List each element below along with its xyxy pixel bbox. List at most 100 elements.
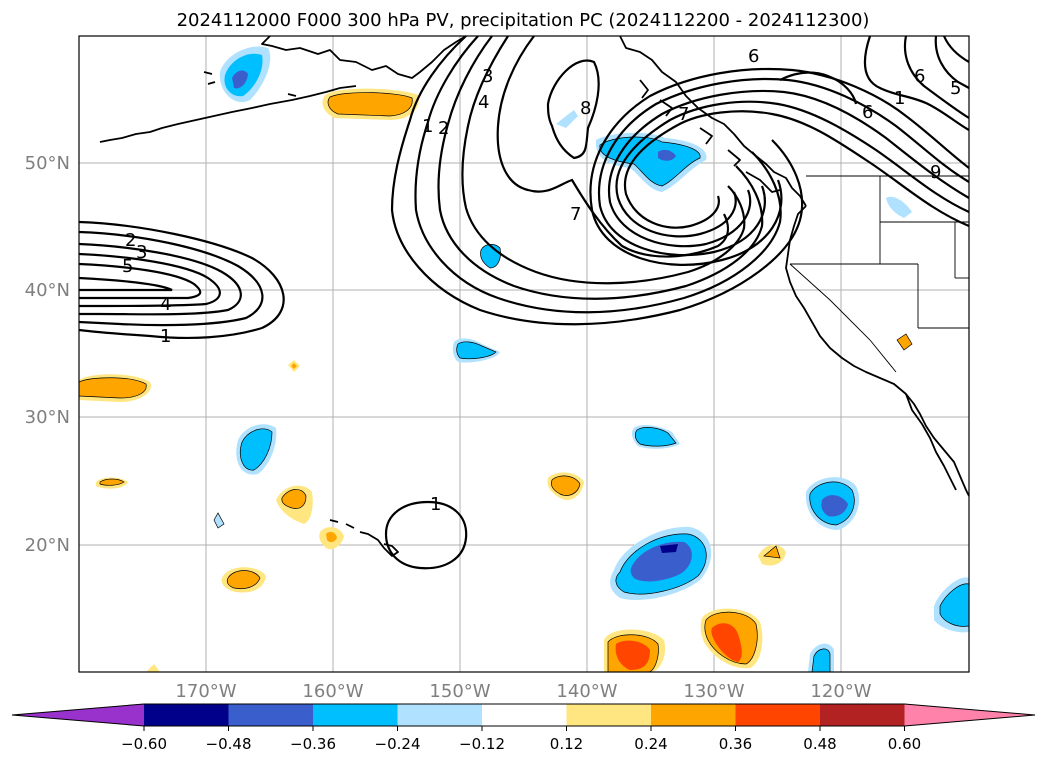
contour-label: 3 [482,66,493,87]
contour-label: 9 [930,162,941,183]
map-frame [78,35,970,673]
colorbar-label: −0.12 [459,735,505,753]
precip-shading [78,46,970,673]
pv-contour [78,262,202,300]
precip-positive-area [326,531,337,543]
lon-label: 160°W [302,681,363,702]
pv-contour [589,67,970,266]
colorbar-extension-low [12,704,144,726]
contour-label: 4 [478,92,489,113]
lon-label: 170°W [175,681,236,702]
pv-contour [78,220,285,339]
contour-labels: 2 3 5 4 1 1 2 4 3 8 7 6 7 6 6 9 1 5 1 [122,46,961,515]
pv-contour [78,242,242,316]
colorbar-segment [397,704,482,726]
contour-label: 3 [136,242,147,263]
contour-label: 6 [862,102,873,123]
colorbar-segment [566,704,651,726]
lon-label: 140°W [556,681,617,702]
contour-label: 8 [580,98,591,119]
map-area [79,36,969,672]
precip-positive-area [896,333,913,351]
colorbar: −0.60 −0.48 −0.36 −0.24 −0.12 0.12 0.24 … [11,703,1036,753]
precip-negative-area [660,544,678,553]
coastline-alaska [261,35,467,79]
pv-contour [615,100,970,238]
colorbar-label: 0.24 [634,735,667,753]
contour-label: 6 [748,46,759,67]
colorbar-segment [313,704,398,726]
precip-negative-area [456,341,497,360]
precip-negative-area [634,427,677,447]
precip-positive-area [551,475,581,496]
gridlines [79,36,969,672]
colorbar-extension-high [904,704,1035,726]
pv-contour [390,35,804,326]
precip-negative-area [886,196,912,218]
contour-label: 1 [160,326,171,347]
pv-contour [437,35,764,300]
precip-negative-area [232,70,248,89]
pv-contour [934,35,970,89]
precip-positive-area [327,92,413,117]
lon-axis-labels: 170°W 160°W 150°W 140°W 130°W 120°W [175,681,871,702]
pv-contours [78,35,970,570]
lat-label: 20°N [25,535,70,556]
contour-label: 2 [125,230,136,251]
precip-positive-area [711,623,742,662]
pv-contour [414,35,782,314]
contour-label: 1 [894,88,905,109]
pv-contour [78,276,173,292]
colorbar-label: 0.48 [803,735,836,753]
precip-negative-area [240,428,273,471]
precip-positive-area [763,545,781,559]
colorbar-segment [144,704,229,726]
precip-positive-area [291,363,297,369]
pv-contour [903,35,970,119]
pv-contour [496,35,730,258]
lat-label: 50°N [25,153,70,174]
colorbar-ticks [143,726,905,731]
pv-contour [597,77,970,257]
precip-negative-area [811,648,831,673]
contour-label: 5 [122,256,133,277]
lat-label: 30°N [25,407,70,428]
pv-contour [546,59,600,160]
pv-contour [607,89,970,248]
precip-negative-area [658,149,676,161]
coastline-aleutians [99,85,357,143]
contour-label: 6 [914,66,925,87]
colorbar-label: 0.12 [550,735,583,753]
colorbar-segment [228,704,313,726]
lon-label: 150°W [429,681,490,702]
precip-negative-area [630,541,692,582]
pv-contour [78,230,264,327]
contour-label: 2 [438,118,449,139]
pv-contour [863,35,970,131]
lon-label: 120°W [810,681,871,702]
pv-contour [461,35,746,285]
contour-label: 4 [160,294,171,315]
contour-label: 5 [950,78,961,99]
pv-contour [384,500,468,570]
pv-contour [779,71,858,105]
colorbar-label: 0.60 [888,735,921,753]
pv-contour [942,35,970,63]
coastline-us-west [785,205,970,497]
precip-negative-area [213,512,225,529]
pv-contour [623,110,970,229]
colorbar-label: 0.36 [719,735,752,753]
coastline-hawaii [329,519,399,557]
colorbar-segment [482,704,567,726]
contour-label: 7 [570,204,581,225]
lon-label: 130°W [683,681,744,702]
pv-contour [78,252,221,308]
colorbar-label: −0.36 [290,735,336,753]
coastlines [99,35,970,557]
colorbar-segment [651,704,736,726]
map-title: 2024112000 F000 300 hPa PV, precipitatio… [177,10,870,31]
lat-axis-labels: 50°N 40°N 30°N 20°N [25,153,70,556]
precip-positive-area [99,478,125,486]
contour-label: 7 [678,104,689,125]
